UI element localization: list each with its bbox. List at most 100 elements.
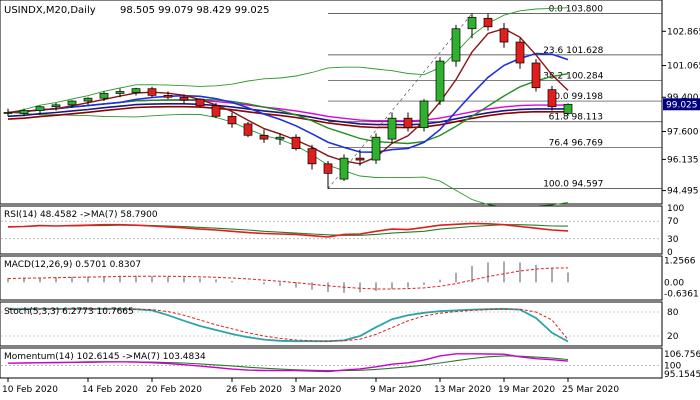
bull-candle — [467, 16, 477, 30]
bear-candle — [179, 96, 189, 101]
rsi-ma-line — [8, 224, 569, 236]
fib-trend-line — [327, 13, 473, 189]
bull-candle — [339, 157, 349, 180]
bear-candle — [515, 41, 525, 64]
macd-axis: 1.2566 0.00-0.6361 — [664, 256, 699, 299]
macd-tick-label: 0.00 — [664, 278, 684, 288]
price-axis: 102.865 101.065 99.400 97.600 96.135 94.495 99… — [662, 27, 700, 197]
bear-candle — [531, 62, 541, 89]
rsi-tick-label: 30 — [667, 235, 679, 245]
bull-candle — [99, 93, 109, 99]
price-tick-label: 101.065 — [667, 62, 700, 72]
bull-candle — [3, 112, 13, 114]
price-tick-label: 94.495 — [667, 187, 699, 197]
bull-candle — [451, 28, 461, 62]
momentum-panel[interactable]: Momentum(14) 102.6145 ->MA(7) 103.4834 1… — [0, 347, 700, 380]
fib-label: 76.4 96.769 — [549, 138, 604, 148]
symbol-title: USINDX,M20,Daily — [4, 5, 96, 16]
bull-candle — [115, 91, 125, 94]
price-panel[interactable]: 0.0 103.800 23.6 101.628 38.2 100.284 50.0 … — [0, 0, 700, 208]
bollinger-bands — [7, 7, 569, 208]
time-tick-label: 25 Mar 2020 — [562, 385, 619, 395]
bull-candle — [419, 100, 429, 129]
momentum-line — [7, 353, 569, 373]
bull-candle — [19, 110, 29, 114]
momentum-tick-label: 100 — [664, 362, 681, 372]
stoch-panel[interactable]: Stoch(5,3,3) 6.2773 10.7665 80 20 — [0, 301, 679, 347]
momentum-label: Momentum(14) 102.6145 ->MA(7) 103.4834 — [4, 352, 206, 362]
momentum-tick-label: 95.1545 — [664, 370, 700, 380]
bull-candle — [51, 104, 61, 108]
fib-label: 100.0 94.597 — [543, 180, 603, 190]
current-price-label: 99.025 — [666, 100, 698, 110]
bull-candle — [83, 97, 93, 102]
time-tick-label: 10 Feb 2020 — [2, 385, 58, 395]
bear-candle — [211, 105, 221, 117]
ma-darkred-line — [7, 105, 568, 129]
price-tick-label: 102.865 — [667, 27, 700, 37]
fib-label: 61.8 98.113 — [549, 113, 603, 123]
bull-candle — [275, 136, 285, 140]
current-price-tag — [663, 98, 700, 111]
bear-candle — [547, 89, 557, 108]
time-axis: 10 Feb 2020 14 Feb 2020 20 Feb 2020 26 Feb … — [2, 378, 619, 395]
bear-candle — [243, 123, 253, 136]
moving-averages — [7, 27, 569, 165]
stoch-tick-label: 20 — [667, 332, 679, 342]
time-tick-label: 19 Mar 2020 — [498, 385, 555, 395]
bear-candle — [499, 28, 509, 43]
bear-candle — [403, 117, 413, 129]
bear-candle — [483, 17, 493, 28]
stoch-label: Stoch(5,3,3) 6.2773 10.7665 — [4, 307, 134, 317]
candlesticks — [3, 13, 573, 189]
rsi-tick-label: 100 — [667, 204, 684, 214]
time-tick-label: 3 Mar 2020 — [290, 385, 342, 395]
bear-candle — [195, 98, 205, 107]
bear-candle — [147, 88, 157, 96]
bollinger-upper — [7, 7, 569, 113]
rsi-tick-label: 70 — [667, 217, 679, 227]
bear-candle — [291, 136, 301, 149]
bear-candle — [307, 148, 317, 165]
macd-label: MACD(12,26,9) 0.5701 0.8307 — [4, 260, 141, 270]
bollinger-lower — [7, 112, 569, 208]
bear-candle — [227, 115, 237, 125]
bear-candle — [163, 94, 173, 98]
ma-maroon-line — [7, 27, 569, 165]
macd-panel[interactable]: MACD(12,26,9) 0.5701 0.8307 1.2566 0.00-0… — [0, 255, 699, 301]
fibonacci-levels: 0.0 103.800 23.6 101.628 38.2 100.284 50.0 … — [327, 5, 662, 190]
momentum-tick-label: 106.7566 — [664, 350, 700, 360]
bull-candle — [435, 60, 445, 102]
rsi-line — [7, 222, 569, 238]
bull-candle — [35, 106, 45, 111]
fib-label: 23.6 101.628 — [543, 46, 603, 56]
fib-label: 38.2 100.284 — [543, 71, 603, 81]
time-tick-label: 13 Mar 2020 — [434, 385, 491, 395]
bear-candle — [355, 157, 365, 161]
bull-candle — [131, 88, 141, 93]
macd-tick-label: -0.6361 — [664, 289, 699, 299]
stoch-tick-label: 80 — [667, 308, 679, 318]
bull-candle — [387, 117, 397, 140]
rsi-panel[interactable]: RSI(14) 48.4582 ->MA(7) 58.7900 100 70 30 0 — [0, 204, 684, 258]
price-tick-label: 99.400 — [667, 93, 699, 103]
time-tick-label: 9 Mar 2020 — [370, 385, 422, 395]
rsi-label: RSI(14) 48.4582 ->MA(7) 58.7900 — [4, 210, 158, 220]
bull-candle — [371, 136, 381, 161]
time-tick-label: 14 Feb 2020 — [82, 385, 138, 395]
ma-blue-line — [7, 52, 569, 154]
time-tick-label: 20 Feb 2020 — [146, 385, 202, 395]
ohlc-readout: 98.505 99.079 98.429 99.025 — [120, 5, 270, 16]
rsi-tick-label: 0 — [667, 248, 673, 258]
macd-signal-line — [7, 267, 569, 290]
price-tick-label: 97.600 — [667, 127, 699, 137]
stoch-axis: 80 20 — [667, 308, 679, 342]
macd-tick-label: 1.2566 — [664, 256, 696, 266]
bull-candle — [67, 100, 77, 106]
fib-label: 50.0 99.198 — [549, 92, 604, 102]
stoch-k-line — [8, 307, 569, 343]
bear-candle — [259, 134, 269, 140]
fib-label: 0.0 103.800 — [549, 5, 604, 15]
